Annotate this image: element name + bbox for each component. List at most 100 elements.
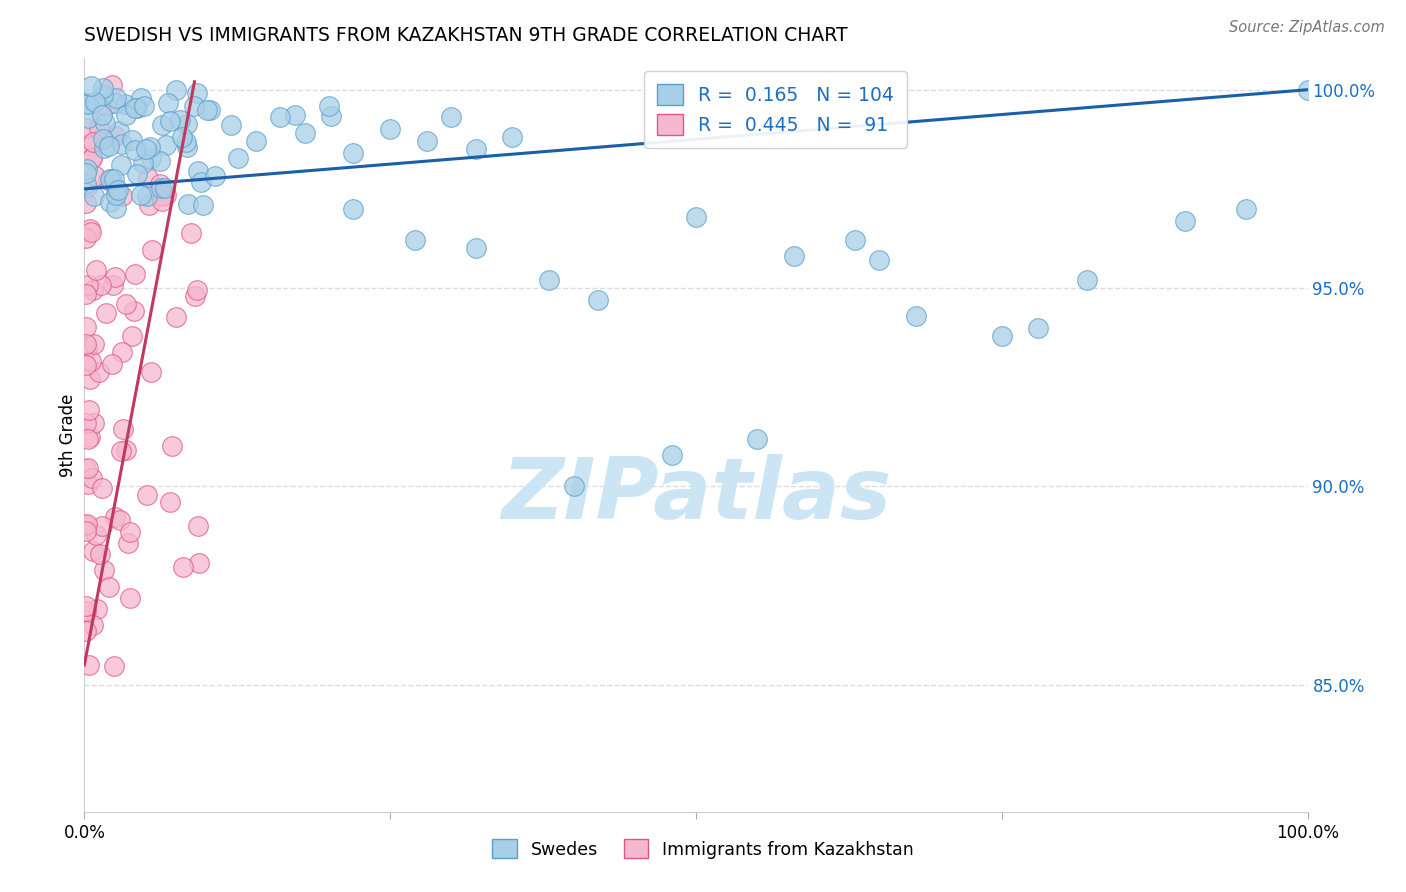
Point [77, 403, 100, 417]
Point [120, 591, 142, 605]
Point [190, 175, 212, 189]
Point [89, 365, 111, 379]
Point [245, 134, 267, 148]
Point [562, 479, 585, 493]
Point [464, 241, 486, 255]
Point [86, 602, 108, 616]
Point [176, 117, 198, 131]
Point [1076, 273, 1098, 287]
Point [174, 135, 197, 149]
Point [100, 171, 122, 186]
Point [187, 164, 209, 178]
Point [125, 167, 148, 181]
Point [83, 337, 105, 351]
Point [135, 142, 157, 156]
Point [685, 210, 707, 224]
Point [82, 544, 104, 558]
Point [79, 222, 101, 236]
Point [124, 143, 146, 157]
Point [139, 365, 162, 379]
Point [319, 109, 342, 123]
Point [75, 524, 97, 538]
Point [80, 79, 103, 94]
Point [191, 198, 214, 212]
Point [150, 118, 173, 132]
Point [93, 564, 115, 578]
Point [82, 151, 104, 165]
Point [83, 188, 105, 202]
Point [75, 320, 97, 334]
Point [82, 136, 104, 150]
Point [79, 372, 101, 386]
Point [107, 183, 129, 197]
Point [172, 560, 194, 574]
Point [80, 151, 103, 165]
Point [110, 443, 132, 458]
Point [115, 442, 138, 457]
Point [104, 128, 127, 143]
Legend: R =  0.165   N = 104, R =  0.445   N =  91: R = 0.165 N = 104, R = 0.445 N = 91 [644, 71, 907, 148]
Point [97, 173, 120, 187]
Point [93, 141, 115, 155]
Point [342, 202, 364, 216]
Point [747, 432, 769, 446]
Point [103, 171, 125, 186]
Point [76, 161, 98, 176]
Point [98, 138, 121, 153]
Point [188, 556, 211, 570]
Point [80, 471, 103, 485]
Point [198, 103, 221, 118]
Point [121, 133, 143, 147]
Point [114, 108, 136, 122]
Point [1028, 320, 1050, 334]
Point [284, 108, 307, 122]
Point [132, 156, 155, 170]
Point [76, 341, 98, 355]
Point [75, 604, 97, 618]
Text: Source: ZipAtlas.com: Source: ZipAtlas.com [1229, 20, 1385, 35]
Point [783, 249, 806, 263]
Point [180, 226, 202, 240]
Point [75, 358, 97, 372]
Point [111, 136, 134, 151]
Point [124, 101, 146, 115]
Point [294, 126, 316, 140]
Point [159, 114, 181, 128]
Point [100, 357, 122, 371]
Point [91, 88, 114, 103]
Point [172, 130, 194, 145]
Point [83, 416, 105, 430]
Point [440, 111, 463, 125]
Point [75, 337, 97, 351]
Point [111, 189, 134, 203]
Point [318, 98, 340, 112]
Point [169, 113, 191, 128]
Point [91, 132, 114, 146]
Point [75, 287, 97, 301]
Point [149, 177, 172, 191]
Point [80, 225, 103, 239]
Y-axis label: 9th Grade: 9th Grade [59, 393, 77, 476]
Point [77, 278, 100, 293]
Point [183, 289, 205, 303]
Point [136, 171, 159, 186]
Point [76, 516, 98, 531]
Point [76, 460, 98, 475]
Point [219, 119, 242, 133]
Point [380, 122, 402, 136]
Point [149, 154, 172, 169]
Point [80, 353, 103, 368]
Point [75, 517, 97, 532]
Point [77, 477, 100, 491]
Point [84, 169, 107, 183]
Point [1296, 83, 1319, 97]
Point [153, 181, 176, 195]
Point [75, 624, 97, 638]
Point [104, 95, 127, 110]
Point [110, 345, 132, 359]
Point [177, 196, 200, 211]
Point [416, 134, 439, 148]
Point [77, 111, 100, 125]
Point [165, 83, 187, 97]
Point [186, 86, 208, 100]
